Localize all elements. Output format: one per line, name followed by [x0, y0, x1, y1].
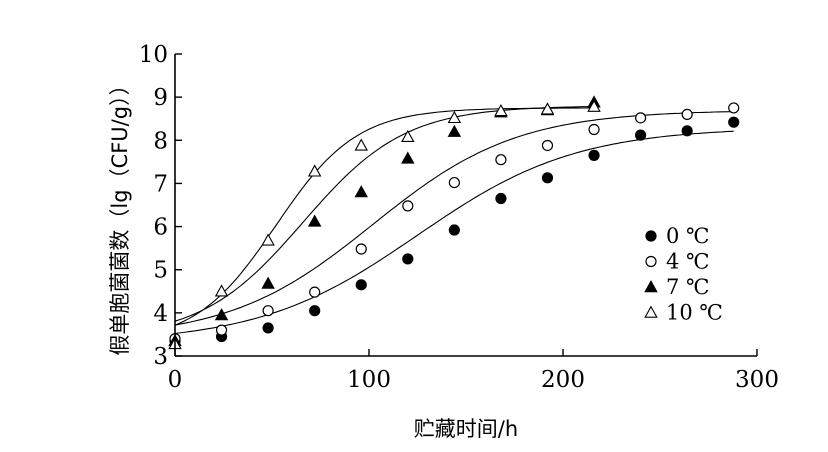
fit-curve-4c [174, 111, 734, 326]
data-point-10c [261, 233, 275, 246]
data-point-7c [447, 124, 462, 137]
fit-curve-7c [174, 105, 595, 322]
data-point-4c [355, 243, 367, 255]
data-point-7c [307, 214, 322, 227]
data-point-7c [261, 276, 275, 289]
data-point-10c [214, 284, 229, 297]
data-point-4c [262, 305, 274, 317]
data-point-10c [587, 99, 601, 112]
data-point-4c [541, 139, 554, 152]
data-point-0c [309, 305, 321, 317]
data-points [168, 95, 740, 350]
data-point-4c [495, 154, 507, 166]
data-point-4c [309, 286, 321, 298]
data-point-0c [402, 253, 414, 265]
y-tick-label: 3 [153, 344, 168, 370]
data-point-10c [401, 129, 415, 143]
data-point-7c [214, 308, 229, 321]
data-point-4c [634, 112, 647, 124]
data-point-4c [402, 200, 414, 212]
data-point-0c [495, 192, 507, 205]
legend-marker [645, 230, 657, 242]
y-tick-label: 5 [153, 258, 168, 284]
x-axis-title: 贮藏时间/h [414, 417, 518, 441]
legend-marker [645, 255, 657, 268]
x-tick-label: 100 [347, 367, 391, 393]
data-point-4c [448, 176, 460, 189]
data-point-0c [728, 116, 740, 128]
x-tick-label: 0 [168, 367, 183, 393]
data-point-0c [355, 279, 367, 291]
data-point-0c [541, 172, 554, 184]
data-point-0c [588, 149, 600, 161]
y-tick-label: 10 [139, 42, 168, 68]
y-tick-label: 7 [153, 171, 168, 197]
data-point-7c [401, 151, 415, 164]
data-point-7c [354, 185, 368, 198]
data-point-10c [494, 104, 508, 117]
data-point-0c [262, 322, 274, 334]
data-point-4c [588, 123, 600, 136]
fit-curves [174, 105, 734, 334]
data-point-4c [215, 324, 228, 336]
y-tick-label: 8 [153, 128, 168, 154]
legend-label: 0 ℃ [666, 224, 710, 248]
legend-label: 7 ℃ [666, 275, 710, 299]
data-point-4c [728, 102, 740, 114]
x-tick-label: 200 [541, 367, 585, 393]
data-point-10c [447, 110, 462, 124]
data-point-0c [448, 224, 460, 236]
data-point-0c [634, 129, 647, 141]
legend-label: 10 ℃ [666, 301, 723, 325]
data-point-10c [307, 164, 322, 177]
fit-curve-10c [174, 107, 594, 326]
data-point-0c [681, 125, 693, 137]
legend: 0 ℃4 ℃7 ℃10 ℃ [644, 224, 723, 325]
data-point-4c [681, 108, 693, 121]
y-tick-label: 9 [153, 85, 168, 111]
data-point-10c [540, 102, 555, 115]
legend-marker [644, 280, 658, 293]
y-tick-label: 6 [153, 215, 168, 241]
y-tick-label: 4 [153, 301, 168, 327]
data-point-10c [354, 138, 368, 151]
y-axis-title: 假单胞菌菌数（lg（CFU/g）） [108, 74, 132, 355]
legend-label: 4 ℃ [666, 250, 710, 274]
legend-marker [644, 305, 658, 318]
x-tick-label: 300 [735, 367, 779, 393]
